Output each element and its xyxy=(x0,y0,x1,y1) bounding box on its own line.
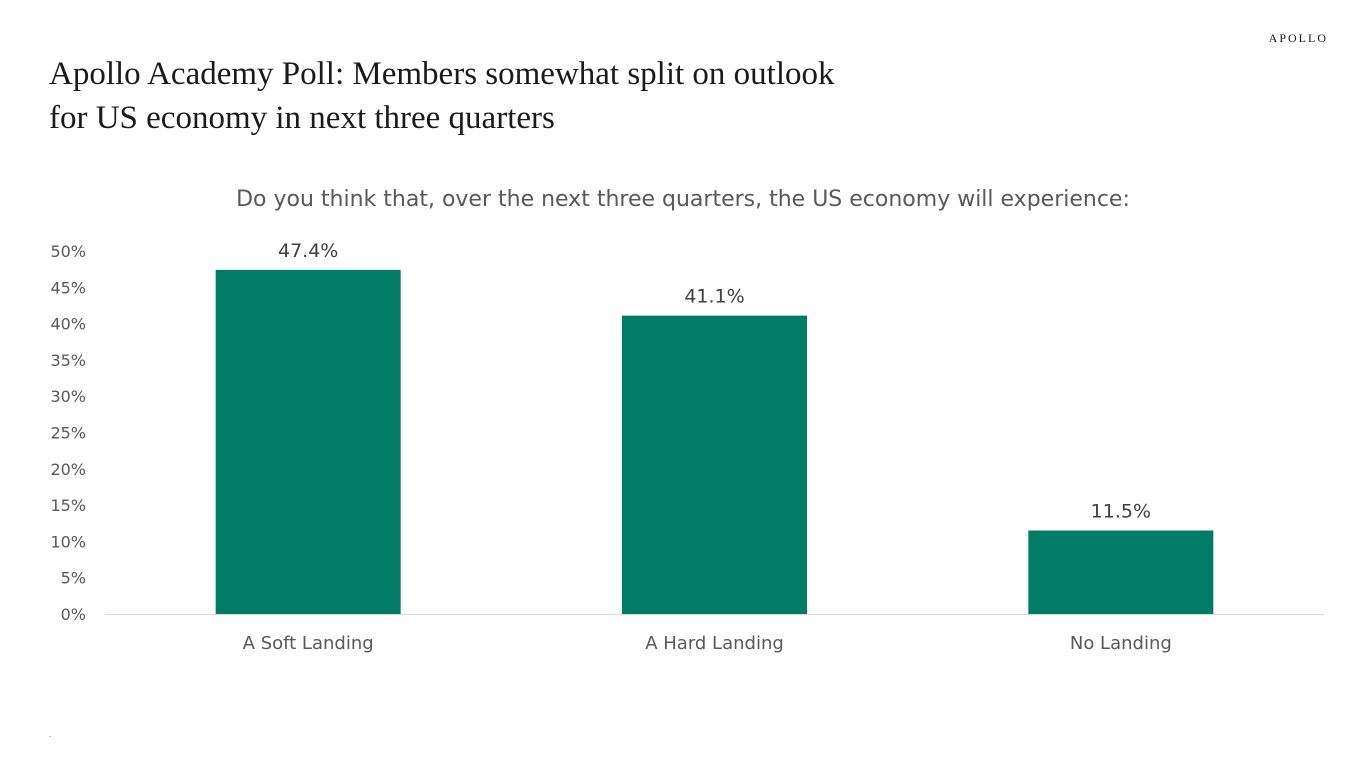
y-tick-label: 40% xyxy=(50,315,86,334)
page-title: Apollo Academy Poll: Members somewhat sp… xyxy=(49,52,949,140)
y-tick-label: 5% xyxy=(61,569,86,588)
page-title-line-2: for US economy in next three quarters xyxy=(49,100,555,136)
bars xyxy=(215,269,1214,614)
y-tick-label: 25% xyxy=(50,424,86,443)
data-label: 11.5% xyxy=(1091,501,1151,523)
y-tick-label: 45% xyxy=(50,278,86,297)
page-title-line-1: Apollo Academy Poll: Members somewhat sp… xyxy=(49,56,835,92)
bar xyxy=(215,269,401,614)
bar xyxy=(622,315,807,614)
brand-logo: APOLLO xyxy=(1268,31,1328,45)
x-tick-label: No Landing xyxy=(1070,633,1172,654)
y-tick-label: 50% xyxy=(50,242,86,261)
x-tick-label: A Hard Landing xyxy=(645,633,784,654)
chart-subtitle: Do you think that, over the next three q… xyxy=(236,187,1130,212)
footnote-mark: . xyxy=(49,730,52,739)
y-tick-label: 20% xyxy=(50,460,86,479)
x-tick-label: A Soft Landing xyxy=(243,633,374,654)
y-tick-label: 10% xyxy=(50,532,86,551)
x-axis-tick-labels: A Soft Landing A Hard Landing No Landing xyxy=(243,633,1172,654)
data-labels: 47.4% 41.1% 11.5% xyxy=(278,240,1151,523)
y-tick-label: 30% xyxy=(50,387,86,406)
y-tick-label: 0% xyxy=(61,605,86,624)
y-tick-label: 15% xyxy=(50,496,86,515)
bar xyxy=(1028,530,1214,614)
y-axis-tick-labels: 0% 5% 10% 15% 20% 25% 30% 35% 40% 45% 50% xyxy=(50,242,86,624)
data-label: 41.1% xyxy=(684,286,744,308)
y-tick-label: 35% xyxy=(50,351,86,370)
data-label: 47.4% xyxy=(278,240,338,262)
